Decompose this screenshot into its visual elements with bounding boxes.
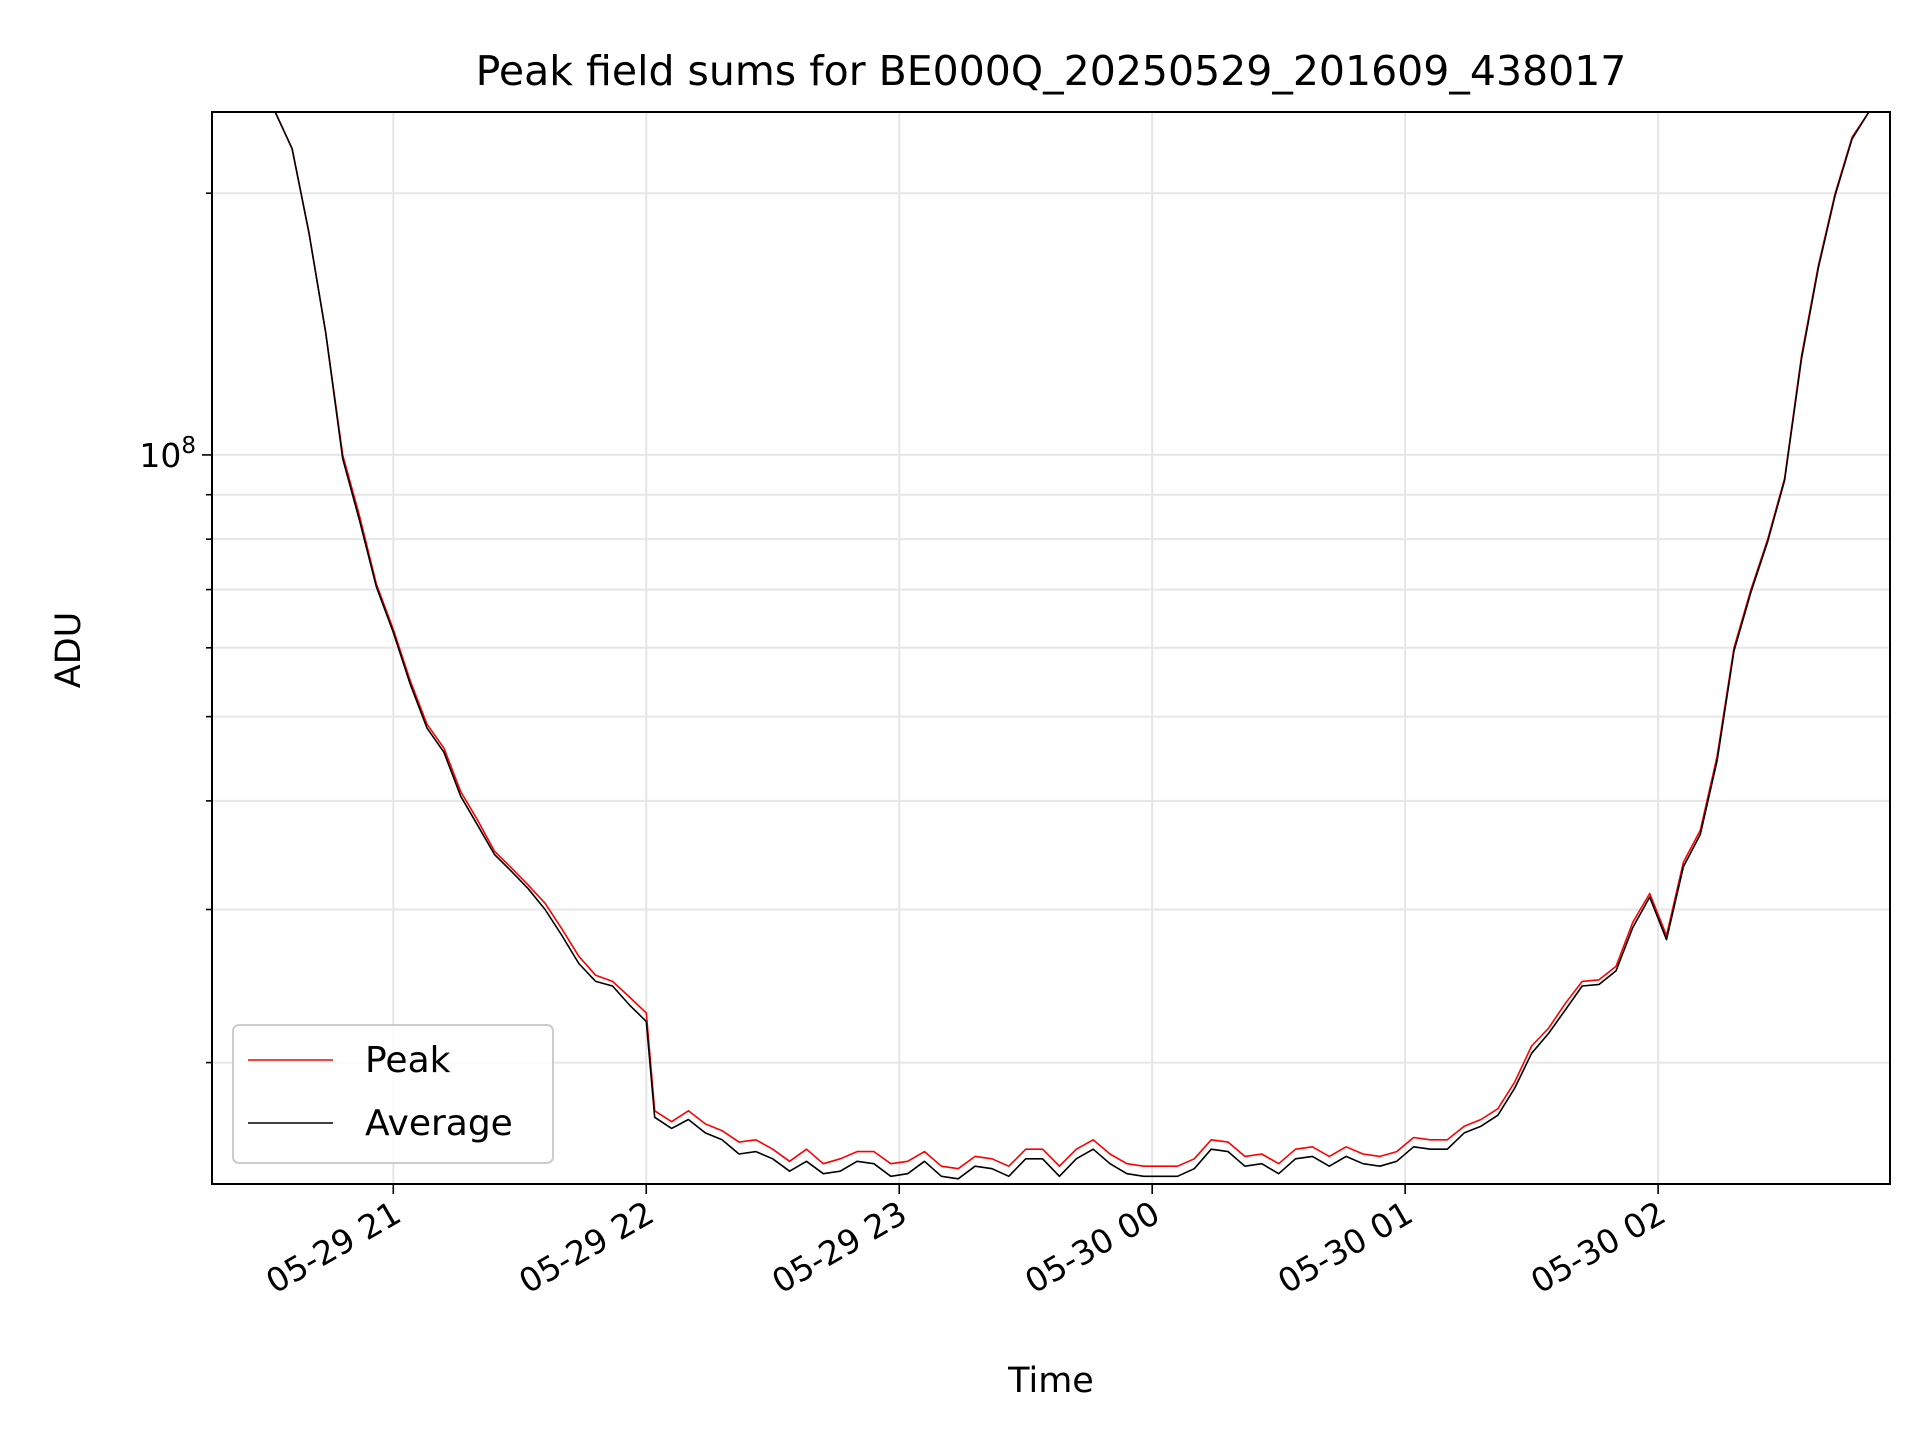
y-tick-label: 108 [139, 433, 196, 475]
series-line-average [274, 112, 1870, 1180]
legend-label-average: Average [365, 1103, 513, 1144]
chart-title: Peak field sums for BE000Q_20250529_2016… [476, 47, 1627, 95]
series-layer [274, 112, 1870, 1180]
legend: Peak Average [232, 1024, 554, 1164]
series-line-peak [274, 112, 1870, 1170]
y-axis-title: ADU [49, 612, 89, 689]
legend-label-peak: Peak [365, 1040, 451, 1081]
x-axis-title: Time [1007, 1361, 1094, 1401]
grid [212, 112, 1890, 1184]
